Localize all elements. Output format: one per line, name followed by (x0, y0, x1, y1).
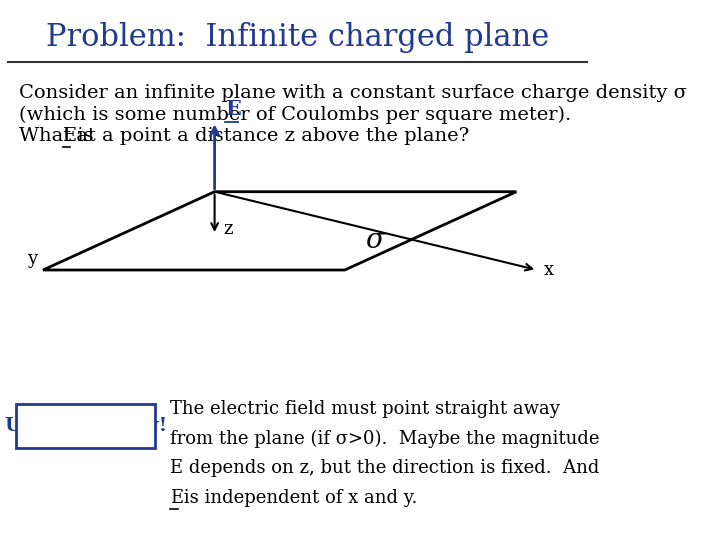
Text: x: x (544, 261, 554, 279)
Text: What is: What is (19, 127, 100, 145)
Text: y: y (27, 250, 37, 268)
Text: Problem:  Infinite charged plane: Problem: Infinite charged plane (46, 22, 549, 52)
Text: E: E (63, 127, 76, 145)
FancyBboxPatch shape (17, 404, 156, 448)
Text: at a point a distance z above the plane?: at a point a distance z above the plane? (71, 127, 469, 145)
Text: is independent of x and y.: is independent of x and y. (178, 489, 418, 507)
Text: σ: σ (365, 227, 384, 254)
Text: E depends on z, but the direction is fixed.  And: E depends on z, but the direction is fix… (170, 459, 600, 477)
Text: The electric field must point straight away: The electric field must point straight a… (170, 400, 560, 417)
Text: Use symmetry!: Use symmetry! (5, 417, 167, 435)
Text: E: E (225, 99, 240, 119)
Text: E: E (170, 489, 184, 507)
Text: Consider an infinite plane with a constant surface charge density σ: Consider an infinite plane with a consta… (19, 84, 688, 102)
Text: z: z (223, 220, 233, 239)
Text: (which is some number of Coulombs per square meter).: (which is some number of Coulombs per sq… (19, 105, 572, 124)
Text: from the plane (if σ>0).  Maybe the magnitude: from the plane (if σ>0). Maybe the magni… (170, 429, 600, 448)
